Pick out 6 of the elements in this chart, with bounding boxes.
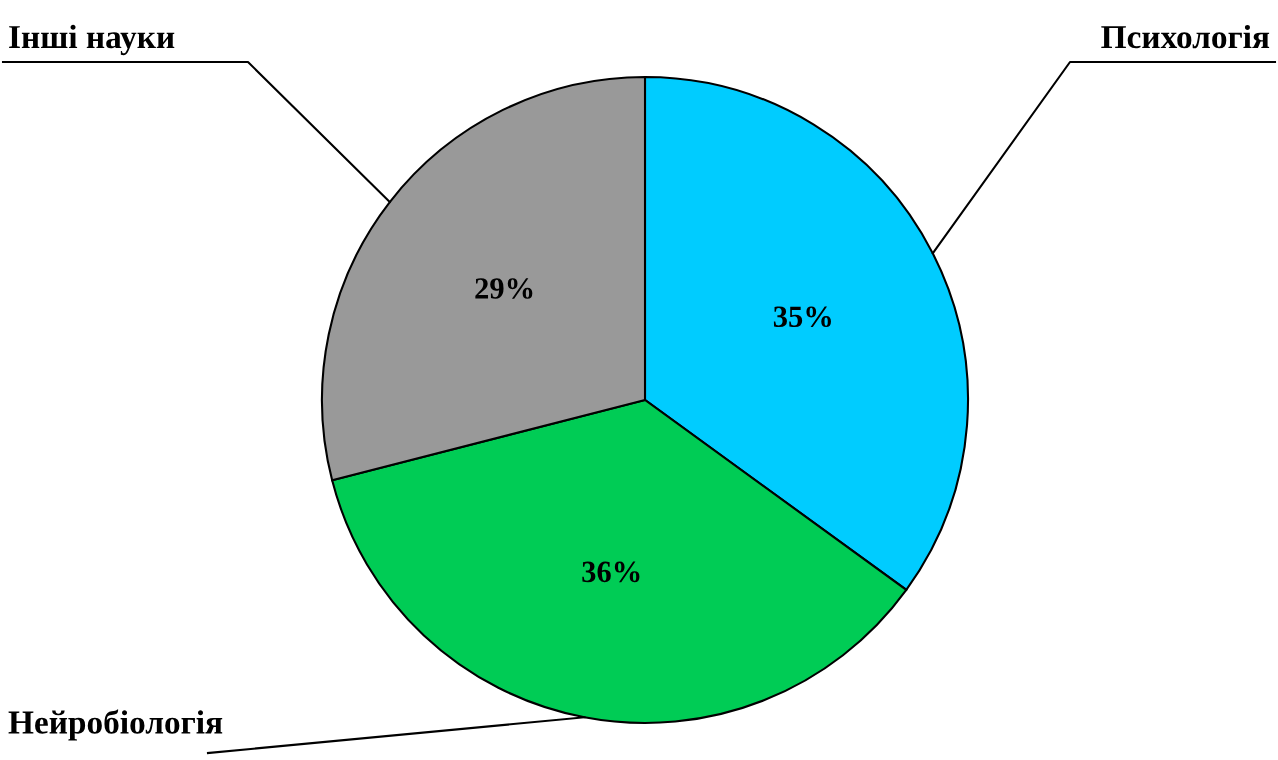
slice-label: Нейробіологія: [8, 709, 223, 741]
data-label: 29%: [475, 278, 533, 299]
data-label: 36%: [582, 561, 640, 583]
slice-label: Психологія: [1101, 24, 1270, 49]
data-label: 35%: [773, 306, 831, 328]
slice-label: Інші науки: [9, 24, 175, 56]
